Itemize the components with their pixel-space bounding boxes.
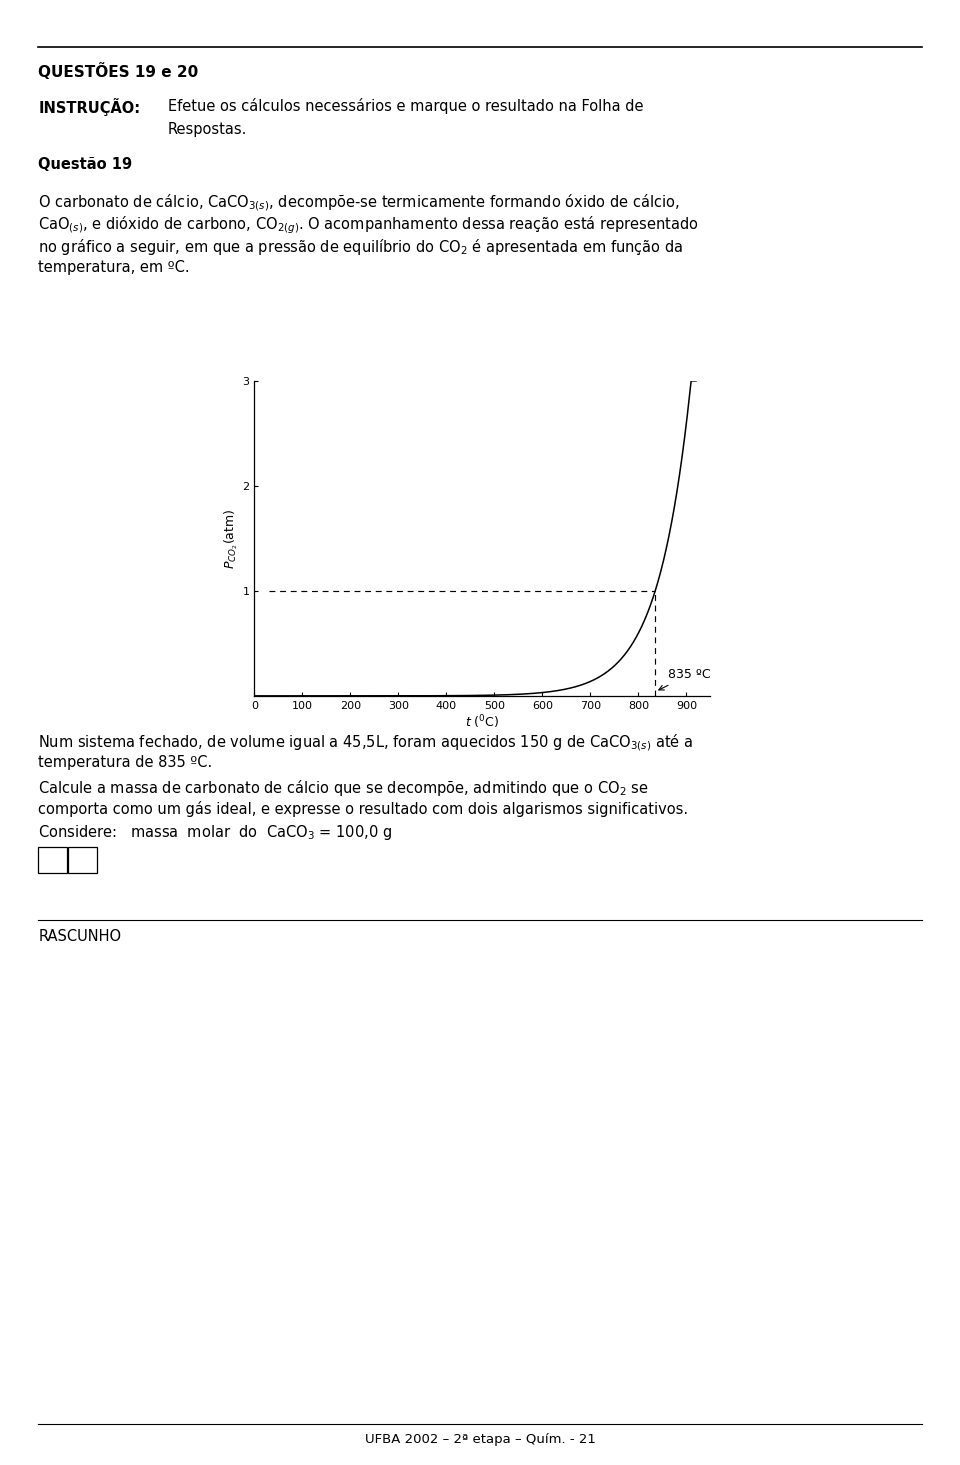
Text: temperatura de 835 ºC.: temperatura de 835 ºC. [38,756,213,771]
Bar [38,847,67,873]
Y-axis label: $P_{CO_2}$(atm): $P_{CO_2}$(atm) [222,508,240,568]
Bar [68,847,97,873]
Text: CaO$_{(s)}$, e dióxido de carbono, CO$_{2(g)}$. O acompanhamento dessa reação es: CaO$_{(s)}$, e dióxido de carbono, CO$_{… [38,214,699,236]
Text: Considere:   massa  molar  do  CaCO$_{3}$ = 100,0 g: Considere: massa molar do CaCO$_{3}$ = 1… [38,823,393,842]
Text: 835 ºC: 835 ºC [659,668,710,690]
Text: QUESTÕES 19 e 20: QUESTÕES 19 e 20 [38,63,199,81]
Text: Efetue os cálculos necessários e marque o resultado na Folha de: Efetue os cálculos necessários e marque … [168,98,643,114]
Text: temperatura, em ºC.: temperatura, em ºC. [38,259,190,275]
Text: Calcule a massa de carbonato de cálcio que se decompõe, admitindo que o CO$_{2}$: Calcule a massa de carbonato de cálcio q… [38,778,649,798]
X-axis label: $t$ ($^{0}$C): $t$ ($^{0}$C) [466,713,499,731]
Text: comporta como um gás ideal, e expresse o resultado com dois algarismos significa: comporta como um gás ideal, e expresse o… [38,800,688,816]
Text: Num sistema fechado, de volume igual a 45,5L, foram aquecidos 150 g de CaCO$_{3(: Num sistema fechado, de volume igual a 4… [38,732,693,753]
Text: no gráfico a seguir, em que a pressão de equilíbrio do CO$_{2}$ é apresentada em: no gráfico a seguir, em que a pressão de… [38,237,684,258]
Text: UFBA 2002 – 2ª etapa – Quím. - 21: UFBA 2002 – 2ª etapa – Quím. - 21 [365,1433,595,1446]
Text: Questão 19: Questão 19 [38,157,132,171]
Text: O carbonato de cálcio, CaCO$_{3(s)}$, decompõe-se termicamente formando óxido de: O carbonato de cálcio, CaCO$_{3(s)}$, de… [38,192,680,212]
Text: INSTRUÇÃO:: INSTRUÇÃO: [38,98,140,116]
Text: Respostas.: Respostas. [168,122,248,136]
Text: RASCUNHO: RASCUNHO [38,929,122,943]
